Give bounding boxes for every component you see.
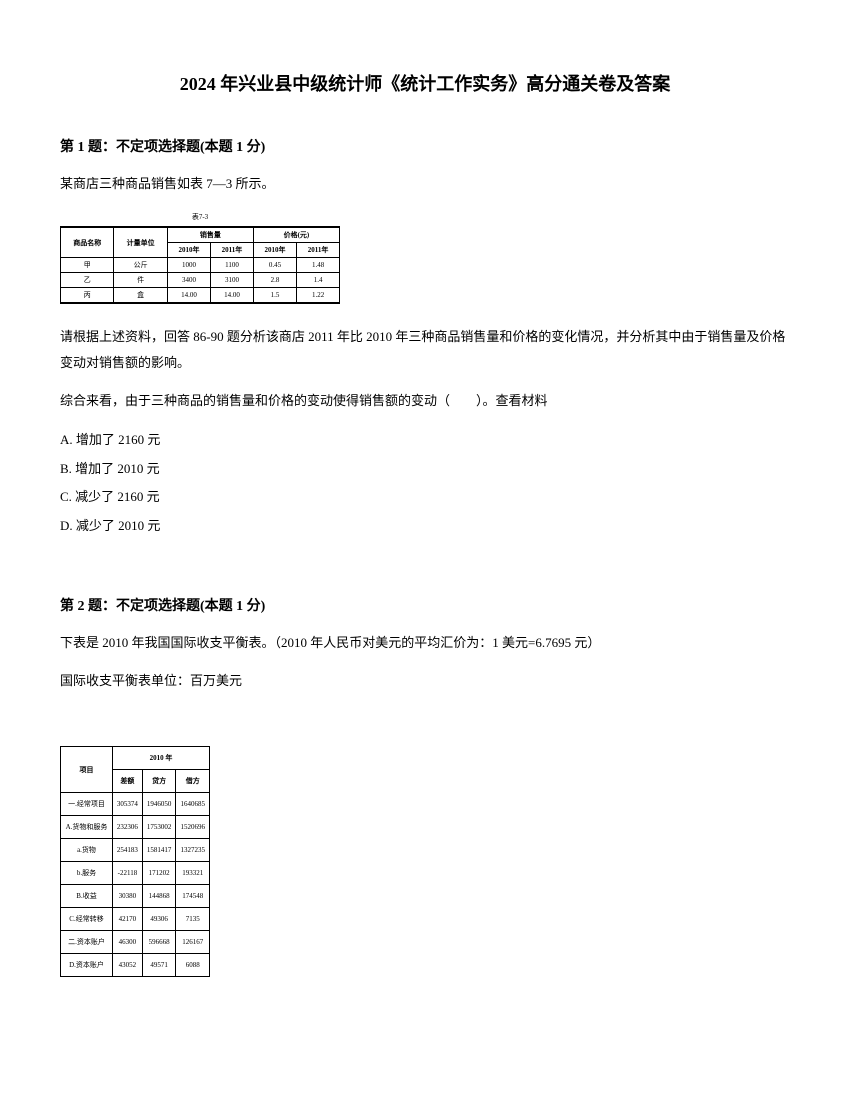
q2-text2: 国际收支平衡表单位：百万美元 — [60, 668, 790, 694]
table-cell: 1640685 — [176, 793, 210, 816]
table-cell: 126167 — [176, 931, 210, 954]
table-cell: 42170 — [113, 908, 143, 931]
q1-option-a: A. 增加了 2160 元 — [60, 426, 790, 455]
table-cell: 丙 — [61, 288, 114, 304]
table-cell: C.经常转移 — [61, 908, 113, 931]
table-cell: 2.8 — [253, 273, 296, 288]
q1-option-c: C. 减少了 2160 元 — [60, 483, 790, 512]
q2-header: 第 2 题：不定项选择题(本题 1 分) — [60, 595, 790, 615]
table-cell: 596668 — [142, 931, 176, 954]
table-cell: 1520696 — [176, 816, 210, 839]
q2-text1: 下表是 2010 年我国国际收支平衡表。（2010 年人民币对美元的平均汇价为：… — [60, 630, 790, 656]
table-cell: 14.00 — [167, 288, 210, 304]
table-cell: B.收益 — [61, 885, 113, 908]
table-cell: 144868 — [142, 885, 176, 908]
table-cell: 公斤 — [114, 258, 167, 273]
table-cell: 二.资本账户 — [61, 931, 113, 954]
table-cell: 1327235 — [176, 839, 210, 862]
table-cell: 171202 — [142, 862, 176, 885]
q1-th-unit: 计量单位 — [114, 227, 167, 258]
table-cell: 30380 — [113, 885, 143, 908]
question-1-section: 第 1 题：不定项选择题(本题 1 分) 某商店三种商品销售如表 7—3 所示。… — [60, 136, 790, 540]
document-title: 2024 年兴业县中级统计师《统计工作实务》高分通关卷及答案 — [60, 70, 790, 96]
q1-option-d: D. 减少了 2010 元 — [60, 512, 790, 541]
q1-text1: 某商店三种商品销售如表 7—3 所示。 — [60, 171, 790, 197]
table-cell: 232306 — [113, 816, 143, 839]
table-cell: 6088 — [176, 954, 210, 977]
table-cell: 174548 — [176, 885, 210, 908]
q1-th-sub4: 2011年 — [297, 243, 340, 258]
q1-th-price: 价格(元) — [253, 227, 339, 243]
table-cell: 0.45 — [253, 258, 296, 273]
q2-th-sub2: 贷方 — [142, 770, 176, 793]
table-cell: 甲 — [61, 258, 114, 273]
q1-text3: 综合来看，由于三种商品的销售量和价格的变动使得销售额的变动（ ）。查看材料 — [60, 388, 790, 414]
table-cell: 49571 — [142, 954, 176, 977]
table-cell: 乙 — [61, 273, 114, 288]
q1-option-b: B. 增加了 2010 元 — [60, 455, 790, 484]
q1-th-qty: 销售量 — [167, 227, 253, 243]
question-2-section: 第 2 题：不定项选择题(本题 1 分) 下表是 2010 年我国国际收支平衡表… — [60, 595, 790, 977]
table-cell: 件 — [114, 273, 167, 288]
table-cell: 盒 — [114, 288, 167, 304]
q1-th-name: 商品名称 — [61, 227, 114, 258]
table-cell: 193321 — [176, 862, 210, 885]
table-cell: 1.22 — [297, 288, 340, 304]
table-cell: 1000 — [167, 258, 210, 273]
table-cell: D.资本账户 — [61, 954, 113, 977]
table-cell: 3100 — [211, 273, 254, 288]
table-cell: -22118 — [113, 862, 143, 885]
table-cell: A.货物和服务 — [61, 816, 113, 839]
q1-th-sub3: 2010年 — [253, 243, 296, 258]
table-cell: b.服务 — [61, 862, 113, 885]
q2-th-sub1: 差额 — [113, 770, 143, 793]
q1-th-sub2: 2011年 — [211, 243, 254, 258]
q1-th-sub1: 2010年 — [167, 243, 210, 258]
table-cell: 3400 — [167, 273, 210, 288]
q2-th-item: 项目 — [61, 747, 113, 793]
table-cell: 一.经常项目 — [61, 793, 113, 816]
table-cell: a.货物 — [61, 839, 113, 862]
q2-th-year: 2010 年 — [113, 747, 210, 770]
q2-table-container: 项目 2010 年 差额 贷方 借方 一.经常项目 305374 1946050… — [60, 746, 790, 977]
q1-table: 表7-3 商品名称 计量单位 销售量 价格(元) 2010年 2011年 201… — [60, 212, 340, 304]
table-cell: 7135 — [176, 908, 210, 931]
table-cell: 1100 — [211, 258, 254, 273]
table-cell: 1753002 — [142, 816, 176, 839]
table-cell: 14.00 — [211, 288, 254, 304]
table-cell: 1581417 — [142, 839, 176, 862]
table-cell: 1.48 — [297, 258, 340, 273]
table-cell: 1946050 — [142, 793, 176, 816]
q2-table: 项目 2010 年 差额 贷方 借方 一.经常项目 305374 1946050… — [60, 746, 210, 977]
q1-table-container: 表7-3 商品名称 计量单位 销售量 价格(元) 2010年 2011年 201… — [60, 212, 790, 304]
table-cell: 49306 — [142, 908, 176, 931]
table-cell: 305374 — [113, 793, 143, 816]
table-cell: 1.4 — [297, 273, 340, 288]
table-cell: 1.5 — [253, 288, 296, 304]
q2-th-sub3: 借方 — [176, 770, 210, 793]
q1-header: 第 1 题：不定项选择题(本题 1 分) — [60, 136, 790, 156]
q1-text2: 请根据上述资料，回答 86-90 题分析该商店 2011 年比 2010 年三种… — [60, 324, 790, 376]
q1-table-caption: 表7-3 — [60, 212, 340, 226]
table-cell: 254183 — [113, 839, 143, 862]
table-cell: 46300 — [113, 931, 143, 954]
table-cell: 43052 — [113, 954, 143, 977]
